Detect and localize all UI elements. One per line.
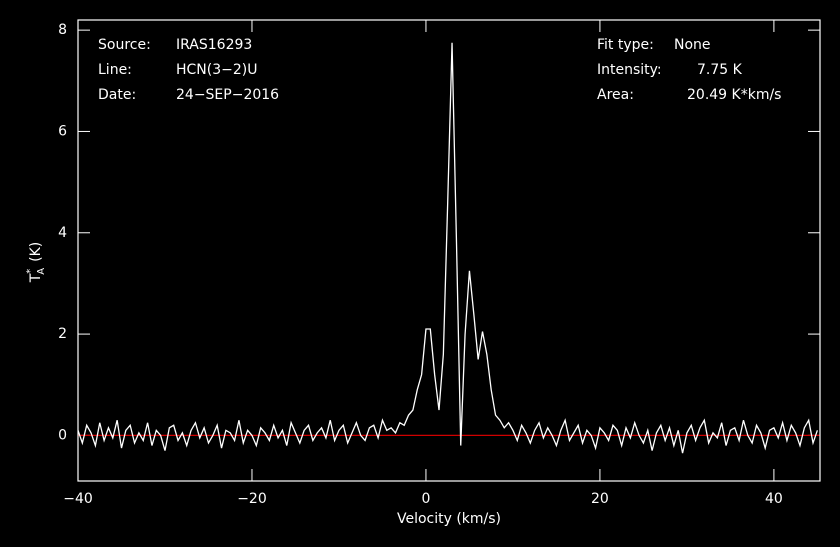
y-label-sup: * <box>25 269 36 274</box>
y-label-unit: (K) <box>28 242 44 262</box>
plot-frame <box>77 19 821 482</box>
info-value: HCN(3−2)U <box>176 62 258 78</box>
info-key: Fit type: <box>597 37 654 53</box>
info-value: IRAS16293 <box>176 37 252 53</box>
y-tick-label: 8 <box>58 22 67 38</box>
spectrum-line <box>77 42 819 454</box>
y-tick-label: 2 <box>58 326 67 342</box>
x-tick-label: −20 <box>237 491 267 507</box>
x-tick-label: 20 <box>591 491 609 507</box>
x-tick-label: 40 <box>765 491 783 507</box>
info-value: 24−SEP−2016 <box>176 87 279 103</box>
info-value: 20.49 K*km/s <box>687 87 781 103</box>
y-axis-label: T*A (K) <box>25 242 47 284</box>
x-tick-label: −40 <box>63 491 93 507</box>
y-tick-label: 0 <box>58 427 67 443</box>
x-tick-label: 0 <box>421 491 430 507</box>
info-key: Line: <box>98 62 132 78</box>
y-label-base: T <box>28 273 44 283</box>
info-value: 7.75 K <box>697 62 743 78</box>
y-tick-label: 6 <box>58 123 67 139</box>
y-tick-label: 4 <box>58 225 67 241</box>
x-axis-label: Velocity (km/s) <box>397 511 501 527</box>
info-key: Source: <box>98 37 151 53</box>
info-key: Date: <box>98 87 136 103</box>
info-key: Area: <box>597 87 634 103</box>
info-value: None <box>674 37 711 53</box>
info-key: Intensity: <box>597 62 662 78</box>
y-label-sub: A <box>36 268 47 275</box>
